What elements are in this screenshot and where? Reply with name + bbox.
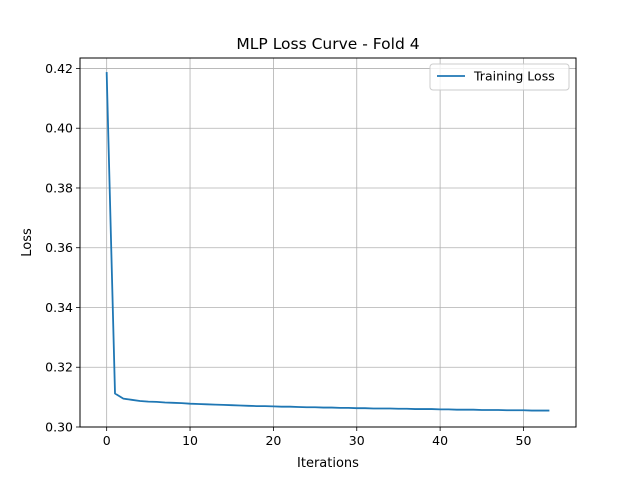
y-tick-label: 0.40	[45, 121, 73, 136]
series-layer	[105, 72, 550, 412]
y-tick-label: 0.30	[45, 420, 73, 435]
x-tick-label: 50	[516, 433, 532, 448]
series-line-training-loss	[105, 72, 550, 412]
legend-box	[429, 63, 570, 91]
y-axis-ticks: 0.30 0.32 0.34 0.36 0.38 0.40 0.42	[45, 61, 80, 435]
x-tick-label: 40	[432, 433, 448, 448]
grid-lines	[80, 58, 576, 428]
x-axis-label: Iterations	[297, 456, 359, 471]
x-tick-label: 10	[182, 433, 198, 448]
plot-frame	[79, 57, 577, 428]
legend-label: Training Loss	[473, 69, 555, 84]
x-tick-label: 0	[103, 433, 111, 448]
chart-title: MLP Loss Curve - Fold 4	[236, 35, 419, 53]
legend: Training Loss	[429, 63, 570, 91]
y-tick-label: 0.38	[45, 180, 73, 195]
y-tick-label: 0.32	[45, 360, 73, 375]
x-tick-label: 30	[349, 433, 365, 448]
y-tick-label: 0.36	[45, 240, 73, 255]
x-axis-ticks: 0 10 20 30 40 50	[103, 427, 532, 448]
y-tick-label: 0.42	[45, 61, 73, 76]
y-tick-label: 0.34	[45, 300, 73, 315]
y-axis-label: Loss	[20, 228, 35, 257]
x-tick-label: 20	[265, 433, 281, 448]
